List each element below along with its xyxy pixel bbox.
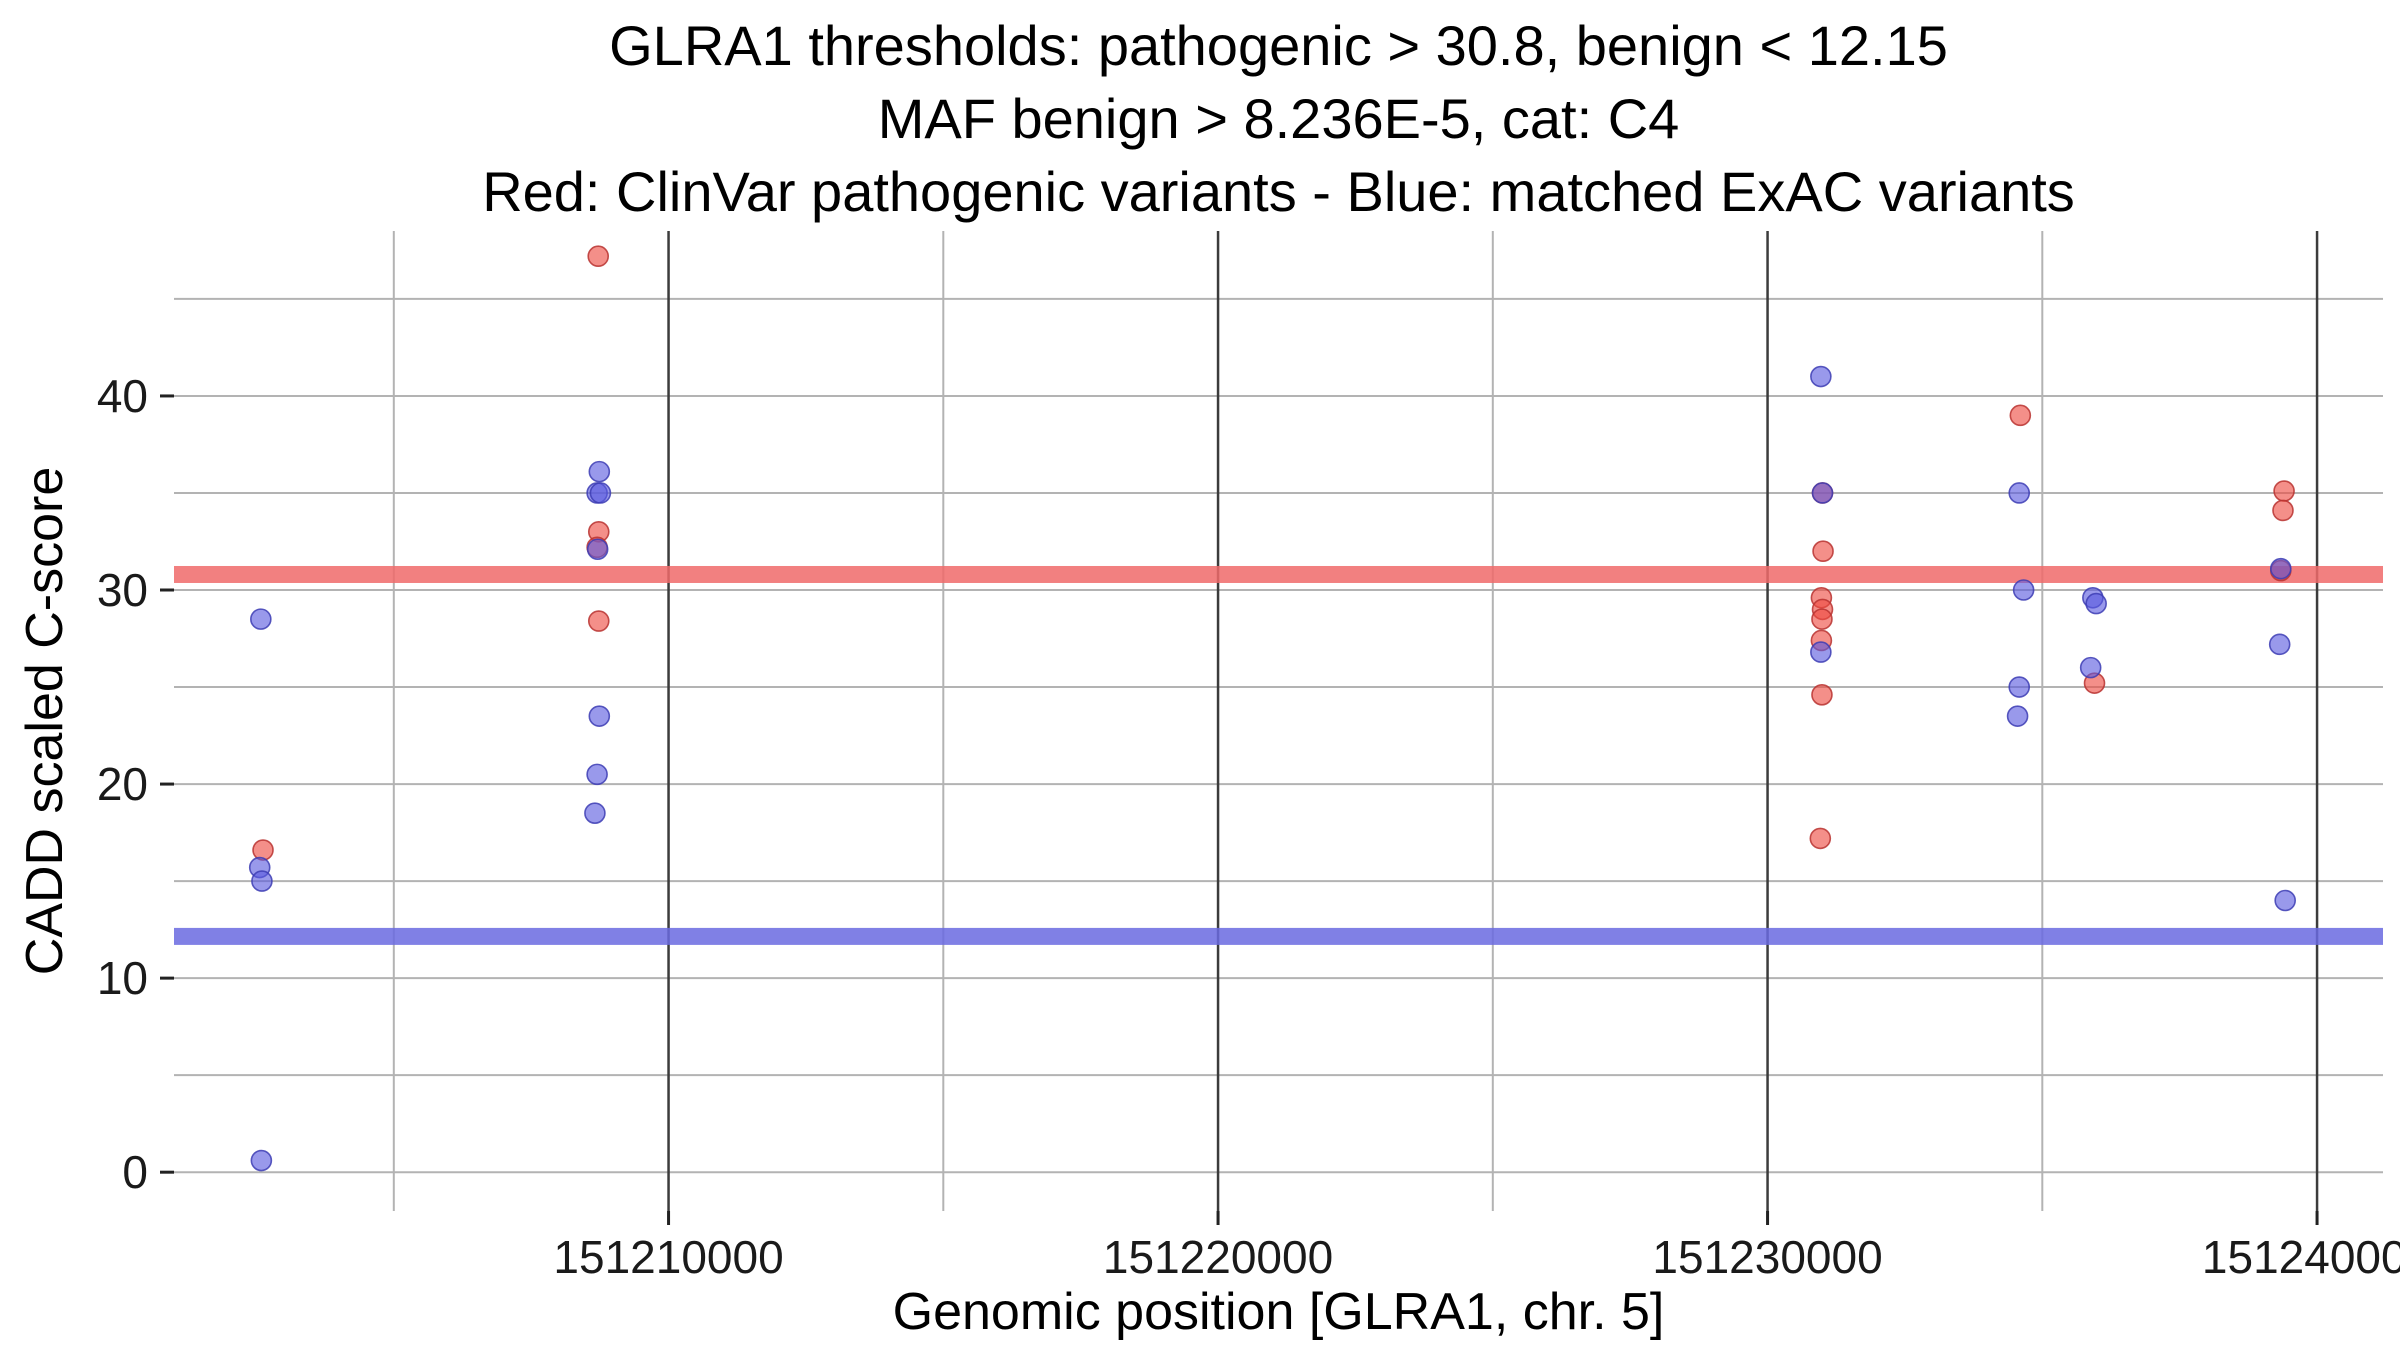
data-point-pathogenic <box>1811 608 1833 630</box>
data-point-exac <box>2008 482 2031 504</box>
data-point-exac <box>2006 705 2029 727</box>
title-line-1: GLRA1 thresholds: pathogenic > 30.8, ben… <box>609 14 1948 77</box>
data-point-exac <box>588 460 611 483</box>
y-tick-label: 40 <box>97 370 148 422</box>
data-point-exac <box>589 482 612 504</box>
y-tick-label: 0 <box>122 1146 148 1198</box>
y-tick-label: 20 <box>97 758 148 810</box>
data-point-exac <box>584 802 606 824</box>
benign-threshold-band <box>174 927 2383 945</box>
data-point-exac <box>1810 641 1832 663</box>
data-point-exac <box>2274 889 2296 912</box>
chart-title: GLRA1 thresholds: pathogenic > 30.8, ben… <box>174 10 2383 228</box>
data-point-pathogenic <box>252 839 274 861</box>
data-point-exac <box>2012 579 2035 601</box>
data-point-pathogenic <box>587 610 610 632</box>
data-point-pathogenic <box>1812 540 1834 562</box>
data-point-exac <box>2269 557 2292 580</box>
pathogenic-threshold-band <box>174 565 2383 583</box>
data-point-pathogenic <box>1811 684 1833 706</box>
x-tick-label: 151220000 <box>1103 1231 1333 1283</box>
x-tick-label: 151210000 <box>553 1231 783 1283</box>
title-line-2: MAF benign > 8.236E-5, cat: C4 <box>877 86 1680 150</box>
x-axis-title: Genomic position [GLRA1, chr. 5] <box>892 1283 1665 1341</box>
x-tick-label: 151230000 <box>1652 1231 1882 1283</box>
data-point-pathogenic <box>2272 499 2294 522</box>
data-point-exac <box>586 763 608 786</box>
data-point-exac <box>250 608 272 630</box>
data-point-exac <box>2085 592 2107 615</box>
data-point-exac <box>588 705 611 727</box>
data-point-exac <box>2268 633 2291 656</box>
data-point-pathogenic <box>2009 404 2032 427</box>
data-point-pathogenic <box>2273 480 2295 502</box>
data-point-exac <box>586 538 609 561</box>
data-point-exac <box>250 1149 273 1172</box>
y-tick-label: 30 <box>97 564 148 616</box>
data-point-exac <box>2079 656 2102 679</box>
data-point-exac <box>1811 482 1834 504</box>
data-point-exac <box>2008 676 2031 698</box>
data-point-exac <box>1810 365 1832 388</box>
y-tick-label: 10 <box>97 952 148 1004</box>
title-line-3: Red: ClinVar pathogenic variants - Blue:… <box>482 159 2075 223</box>
data-point-pathogenic <box>587 245 610 268</box>
data-point-exac <box>251 870 273 892</box>
data-point-pathogenic <box>1809 827 1832 850</box>
